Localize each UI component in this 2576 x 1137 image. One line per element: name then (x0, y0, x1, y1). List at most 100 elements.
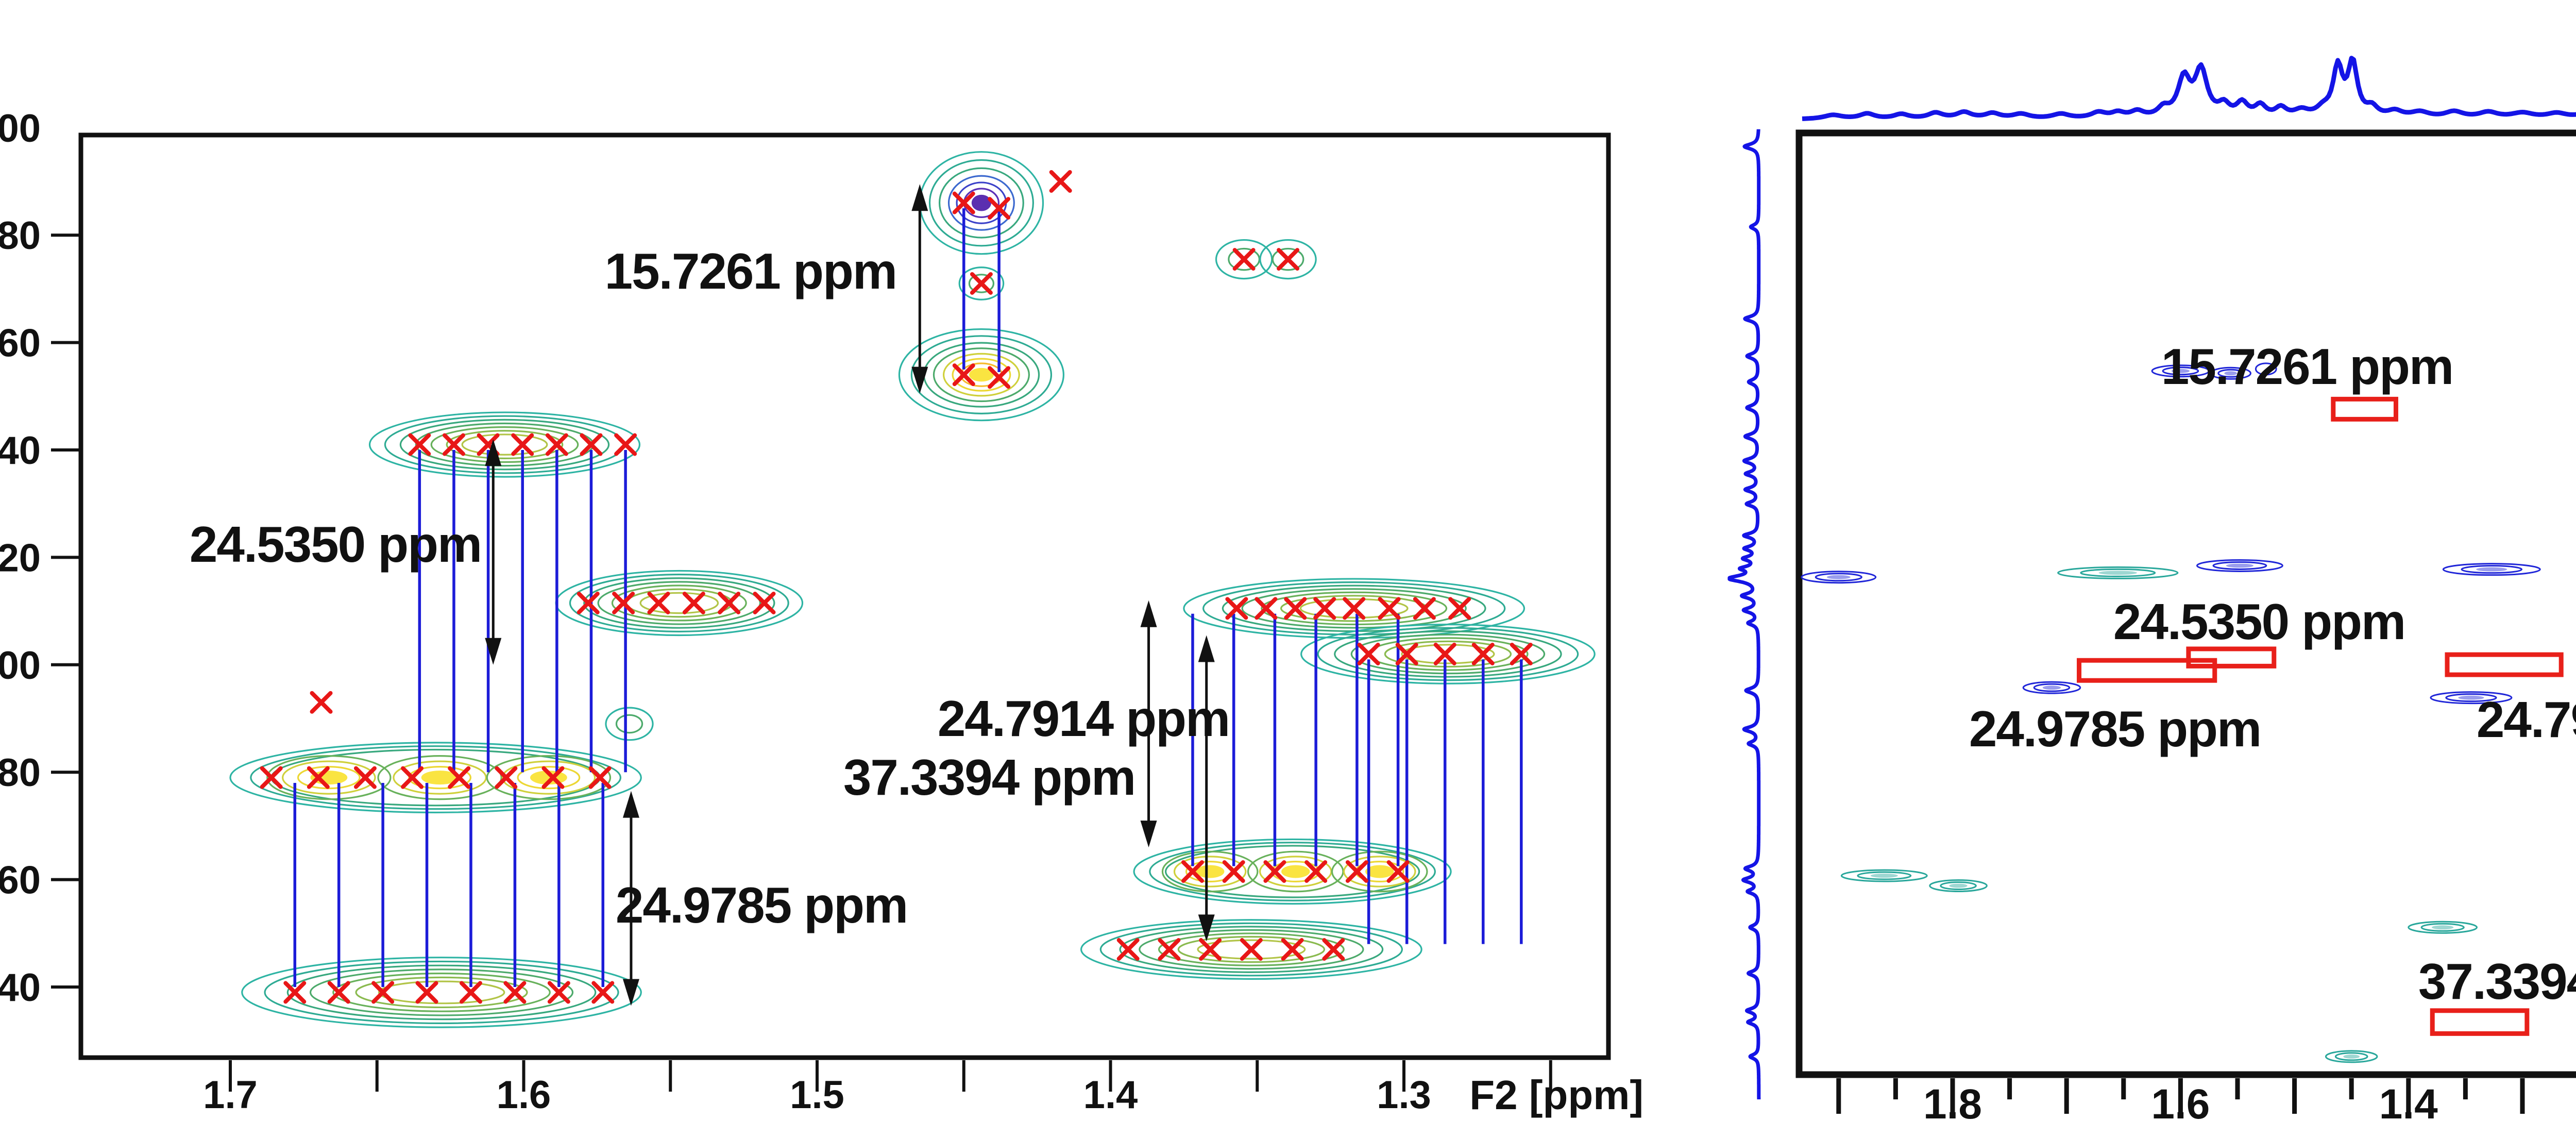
shift-annotation-label: 37.3394 ppm (2418, 953, 2576, 1010)
x-tick-label: 1.8 (1923, 1081, 1982, 1128)
peak-x-mark (1322, 938, 1345, 961)
arrowhead-up-icon (911, 184, 928, 211)
contour-ring (355, 976, 528, 1009)
contour-ring (1331, 850, 1428, 893)
correlation-peak-teal (2325, 1050, 2378, 1063)
shift-annotation-label: 24.9785 ppm (616, 877, 907, 933)
arrowhead-up-icon (1140, 600, 1157, 627)
contour-ring (266, 755, 392, 800)
peak-x-mark (448, 766, 471, 789)
peak-x-mark (1181, 860, 1204, 883)
peak-x-mark (952, 363, 975, 387)
correlation-peak-blue (2033, 683, 2071, 692)
left-plot-frame (78, 132, 1611, 1060)
correlation-peak-teal (1949, 883, 1968, 888)
x-tick-label: 1.3 (1377, 1073, 1431, 1117)
contour-ring (1241, 588, 1467, 629)
correlation-peak-teal (2080, 568, 2156, 577)
shift-annotation-label: 37.3394 ppm (843, 749, 1135, 806)
peak-x-mark (511, 433, 534, 456)
contour-ring (639, 592, 719, 614)
y-tick-label: 300 (0, 644, 41, 688)
peak-x-mark (408, 433, 431, 456)
contour-ring (971, 194, 992, 211)
correlation-peak-blue (2162, 366, 2199, 376)
peak-x-mark (401, 766, 424, 789)
contour-ring (282, 760, 376, 795)
y-tick-label: 260 (0, 859, 41, 902)
contour-ring (250, 745, 622, 810)
selection-box (2430, 1008, 2530, 1036)
contour-ring (1343, 856, 1416, 888)
peak-x-mark (1386, 860, 1410, 883)
shift-annotation-label: 24.5350 ppm (190, 516, 481, 573)
contour-ring (1281, 865, 1310, 878)
peak-x-mark (952, 191, 975, 214)
contour-ring (942, 353, 1020, 397)
arrowhead-up-icon (485, 439, 502, 466)
peak-x-mark (442, 433, 465, 456)
peak-x-mark (1378, 597, 1401, 620)
peak-x-mark (415, 981, 438, 1004)
contour-ring (969, 367, 994, 382)
peak-x-mark (1471, 642, 1495, 665)
contour-ring (1161, 850, 1259, 893)
arrowhead-down-icon (1198, 914, 1215, 942)
contour-ring (446, 430, 564, 459)
x-tick-label: 1.7 (203, 1073, 258, 1117)
correlation-peak-teal (2057, 566, 2179, 579)
contour-ring (229, 742, 642, 813)
contour-ring (1384, 640, 1512, 668)
contour-ring (1173, 856, 1247, 888)
shift-annotation-label: 15.7261 ppm (2161, 338, 2453, 395)
peak-x-mark (260, 766, 283, 789)
contour-ring (486, 755, 612, 800)
peak-x-mark (1281, 938, 1304, 961)
peak-x-mark (1345, 860, 1368, 883)
contour-ring (958, 266, 1005, 300)
correlation-peak-blue (2022, 681, 2081, 694)
contour-ring (1183, 578, 1526, 639)
contour-ring (286, 964, 597, 1021)
contour-ring (241, 957, 642, 1028)
contour-ring (408, 766, 472, 790)
arrowhead-down-icon (622, 979, 639, 1006)
peak-x-mark (1199, 938, 1222, 961)
contour-ring (569, 573, 789, 632)
left-1d-carbon-trace (1727, 128, 1761, 1101)
contour-ring (952, 358, 1011, 392)
correlation-peak-blue (2151, 364, 2210, 378)
contour-ring (910, 335, 1053, 415)
x-tick-label: 1.4 (2379, 1081, 2438, 1128)
peak-x-mark (970, 272, 993, 295)
y-tick-label: 280 (0, 751, 41, 795)
correlation-peak-teal (1840, 869, 1928, 882)
contour-ring (1139, 929, 1364, 970)
contour-ring (933, 347, 1030, 403)
correlation-peak-teal (1857, 871, 1912, 880)
contour-ring (309, 968, 574, 1016)
peak-x-mark (1049, 170, 1072, 193)
contour-ring (1197, 939, 1306, 960)
correlation-peak-blue (2445, 693, 2497, 703)
peak-x-mark (1263, 860, 1286, 883)
correlation-peak-teal (2098, 571, 2137, 575)
contour-ring (947, 175, 1015, 231)
correlation-peak-blue (2458, 695, 2484, 700)
contour-ring (1299, 598, 1409, 619)
y-tick-label: 360 (0, 322, 41, 365)
correlation-peak-teal (1940, 881, 1977, 890)
contour-ring (968, 274, 995, 293)
shift-annotation-label: 24.7914 ppm (2477, 691, 2576, 748)
peak-x-mark (503, 981, 527, 1004)
contour-ring (1271, 860, 1320, 882)
y-tick-label: 240 (0, 966, 41, 1010)
y-tick-label: 320 (0, 536, 41, 580)
contour-ring (611, 584, 747, 622)
left-x-axis-title: F2 [ppm] (1469, 1072, 1643, 1118)
contour-ring (938, 167, 1024, 239)
peak-x-mark (580, 433, 603, 456)
correlation-peak-blue (1801, 571, 1877, 584)
correlation-peak-teal (2431, 925, 2454, 930)
correlation-peak-teal (1929, 879, 1988, 892)
